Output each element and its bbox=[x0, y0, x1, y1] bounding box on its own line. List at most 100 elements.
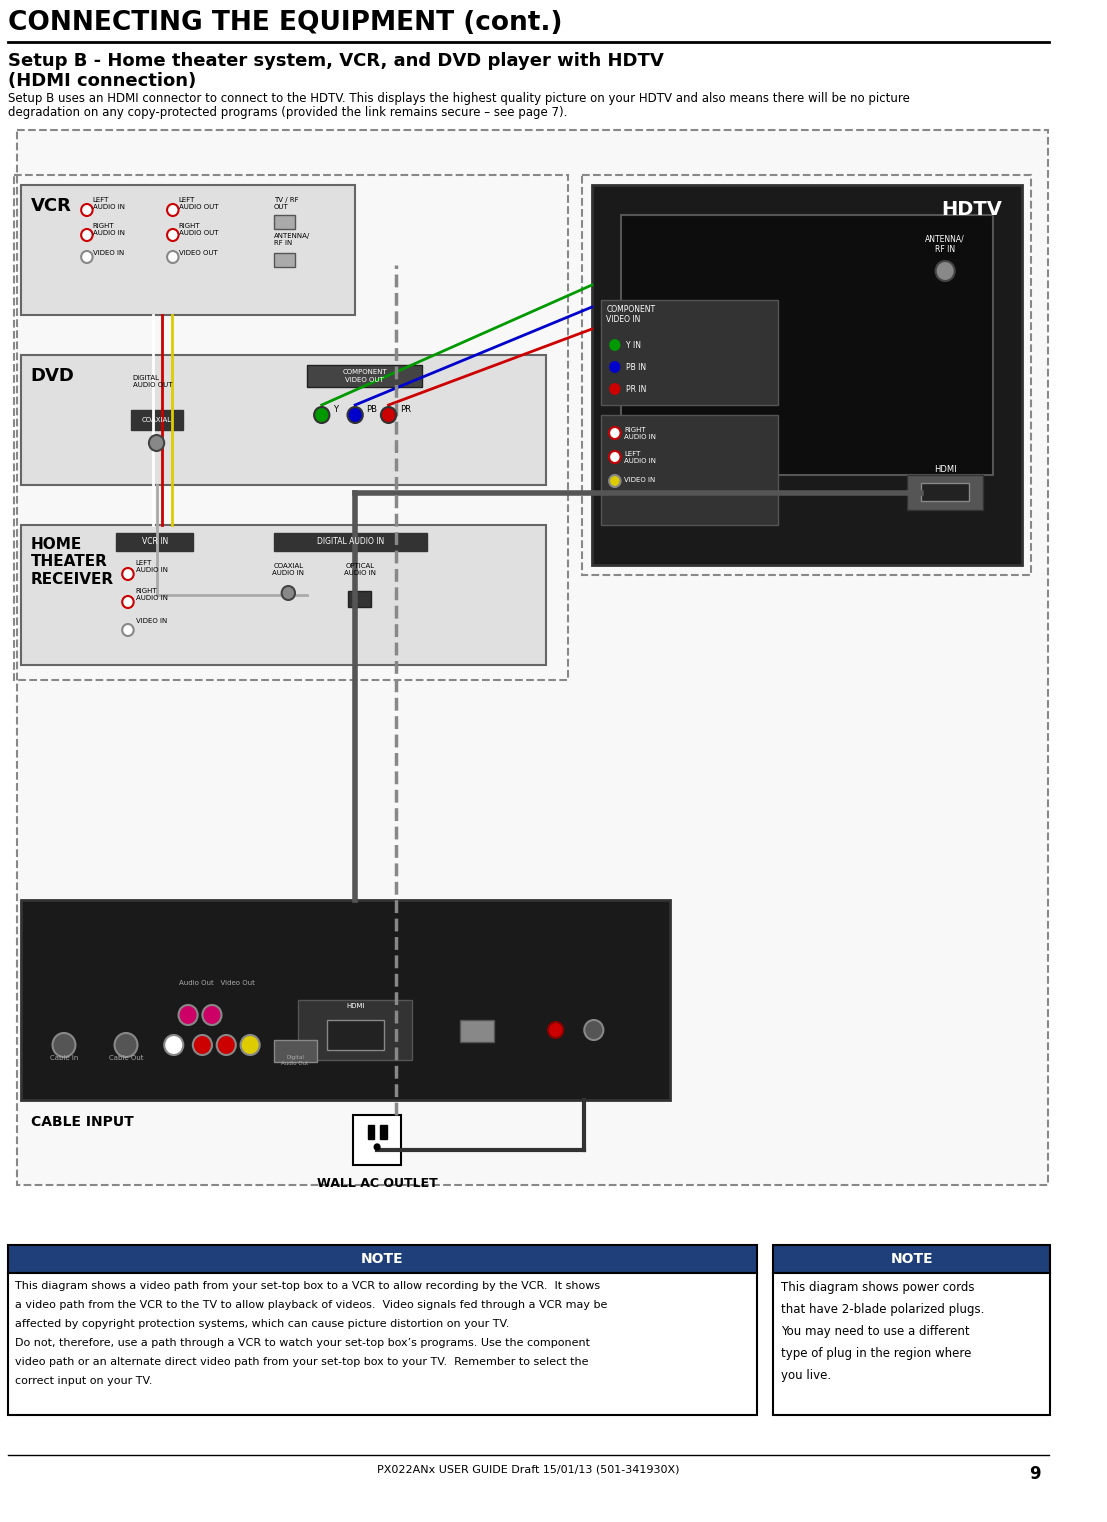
Circle shape bbox=[81, 251, 93, 263]
Circle shape bbox=[52, 1033, 75, 1056]
Text: VIDEO IN: VIDEO IN bbox=[135, 618, 167, 624]
Bar bbox=[275, 1040, 317, 1062]
Bar bbox=[461, 1020, 494, 1043]
Circle shape bbox=[348, 406, 363, 423]
Text: RIGHT
AUDIO IN: RIGHT AUDIO IN bbox=[135, 587, 167, 601]
Bar bbox=[8, 1272, 757, 1415]
Bar bbox=[116, 533, 193, 551]
Text: COMPONENT
VIDEO OUT: COMPONENT VIDEO OUT bbox=[342, 370, 387, 382]
Circle shape bbox=[381, 406, 396, 423]
Circle shape bbox=[178, 1005, 198, 1024]
Bar bbox=[14, 175, 568, 680]
Text: Do not, therefore, use a path through a VCR to watch your set-top box’s programs: Do not, therefore, use a path through a … bbox=[15, 1338, 590, 1348]
Text: degradation on any copy-protected programs (provided the link remains secure – s: degradation on any copy-protected progra… bbox=[8, 107, 567, 119]
Bar bbox=[275, 253, 294, 266]
Circle shape bbox=[164, 1035, 184, 1055]
Bar bbox=[8, 1245, 757, 1272]
Text: ANTENNA/
RF IN: ANTENNA/ RF IN bbox=[925, 234, 965, 254]
Bar bbox=[275, 533, 427, 551]
Bar bbox=[131, 409, 184, 431]
Circle shape bbox=[167, 228, 178, 240]
Text: VIDEO IN: VIDEO IN bbox=[93, 250, 124, 256]
Circle shape bbox=[167, 204, 178, 216]
Text: LEFT
AUDIO IN: LEFT AUDIO IN bbox=[135, 560, 167, 572]
Text: that have 2-blade polarized plugs.: that have 2-blade polarized plugs. bbox=[780, 1303, 984, 1317]
Circle shape bbox=[167, 251, 178, 263]
Bar bbox=[275, 215, 294, 228]
Circle shape bbox=[609, 475, 621, 487]
Text: RIGHT
AUDIO IN: RIGHT AUDIO IN bbox=[624, 428, 656, 440]
Text: a video path from the VCR to the TV to allow playback of videos.  Video signals : a video path from the VCR to the TV to a… bbox=[15, 1300, 608, 1310]
Text: VCR: VCR bbox=[31, 196, 72, 215]
Bar bbox=[21, 355, 546, 486]
Text: PR: PR bbox=[400, 405, 411, 414]
Circle shape bbox=[122, 568, 134, 580]
Circle shape bbox=[608, 361, 621, 374]
Text: HDTV: HDTV bbox=[942, 199, 1003, 219]
Circle shape bbox=[314, 406, 330, 423]
Circle shape bbox=[609, 451, 621, 463]
Bar bbox=[621, 215, 993, 475]
Text: you live.: you live. bbox=[780, 1368, 831, 1382]
Text: Audio Out   Video Out: Audio Out Video Out bbox=[178, 980, 255, 986]
Circle shape bbox=[122, 624, 134, 636]
Circle shape bbox=[374, 1145, 380, 1151]
Bar bbox=[907, 475, 983, 510]
Text: LEFT
AUDIO OUT: LEFT AUDIO OUT bbox=[178, 196, 218, 210]
Text: VCR IN: VCR IN bbox=[142, 537, 168, 546]
Circle shape bbox=[935, 260, 954, 282]
Bar bbox=[380, 1125, 386, 1138]
Bar bbox=[298, 1000, 413, 1059]
Text: DIGITAL AUDIO IN: DIGITAL AUDIO IN bbox=[317, 537, 384, 546]
Circle shape bbox=[608, 338, 621, 352]
Text: This diagram shows a video path from your set-top box to a VCR to allow recordin: This diagram shows a video path from you… bbox=[15, 1282, 600, 1291]
Text: RIGHT
AUDIO IN: RIGHT AUDIO IN bbox=[93, 224, 125, 236]
Circle shape bbox=[122, 597, 134, 607]
Text: CABLE INPUT: CABLE INPUT bbox=[31, 1116, 133, 1129]
Text: CONNECTING THE EQUIPMENT (cont.): CONNECTING THE EQUIPMENT (cont.) bbox=[8, 11, 562, 37]
Text: video path or an alternate direct video path from your set-top box to your TV.  : video path or an alternate direct video … bbox=[15, 1358, 589, 1367]
Bar bbox=[18, 129, 1048, 1186]
Text: OPTICAL
AUDIO IN: OPTICAL AUDIO IN bbox=[344, 563, 376, 575]
Text: This diagram shows power cords: This diagram shows power cords bbox=[780, 1282, 974, 1294]
Circle shape bbox=[149, 435, 164, 451]
Circle shape bbox=[193, 1035, 211, 1055]
Bar bbox=[774, 1272, 1051, 1415]
Circle shape bbox=[608, 382, 621, 396]
Text: VIDEO OUT: VIDEO OUT bbox=[178, 250, 217, 256]
Text: WALL AC OUTLET: WALL AC OUTLET bbox=[317, 1177, 437, 1190]
Bar bbox=[774, 1245, 1051, 1272]
Bar bbox=[349, 591, 371, 607]
Circle shape bbox=[203, 1005, 221, 1024]
Text: ANTENNA/
RF IN: ANTENNA/ RF IN bbox=[275, 233, 310, 247]
Text: correct input on your TV.: correct input on your TV. bbox=[15, 1376, 153, 1387]
Circle shape bbox=[217, 1035, 236, 1055]
Text: VIDEO IN: VIDEO IN bbox=[624, 476, 655, 482]
Text: COAXIAL: COAXIAL bbox=[142, 417, 172, 423]
Bar bbox=[601, 300, 778, 405]
Text: PB IN: PB IN bbox=[627, 364, 646, 371]
Text: Cable In: Cable In bbox=[50, 1055, 79, 1061]
Bar bbox=[592, 186, 1022, 565]
Text: HDMI: HDMI bbox=[934, 466, 956, 473]
Text: DIGITAL
AUDIO OUT: DIGITAL AUDIO OUT bbox=[133, 374, 173, 388]
Circle shape bbox=[548, 1021, 563, 1038]
Circle shape bbox=[240, 1035, 260, 1055]
Text: Digital
Audio Out: Digital Audio Out bbox=[281, 1055, 309, 1065]
Text: HOME
THEATER
RECEIVER: HOME THEATER RECEIVER bbox=[31, 537, 114, 587]
Text: type of plug in the region where: type of plug in the region where bbox=[780, 1347, 971, 1361]
Bar bbox=[921, 482, 969, 501]
Circle shape bbox=[81, 204, 93, 216]
Bar bbox=[582, 175, 1031, 575]
Bar bbox=[308, 365, 422, 387]
Circle shape bbox=[81, 228, 93, 240]
Text: TV / RF
OUT: TV / RF OUT bbox=[275, 196, 299, 210]
Text: COAXIAL
AUDIO IN: COAXIAL AUDIO IN bbox=[272, 563, 304, 575]
Text: affected by copyright protection systems, which can cause picture distortion on : affected by copyright protection systems… bbox=[15, 1320, 509, 1329]
Text: PR IN: PR IN bbox=[627, 385, 646, 394]
Circle shape bbox=[114, 1033, 137, 1056]
Circle shape bbox=[584, 1020, 603, 1040]
Text: RIGHT
AUDIO OUT: RIGHT AUDIO OUT bbox=[178, 224, 218, 236]
Text: Cable Out: Cable Out bbox=[108, 1055, 143, 1061]
Bar bbox=[368, 1125, 374, 1138]
